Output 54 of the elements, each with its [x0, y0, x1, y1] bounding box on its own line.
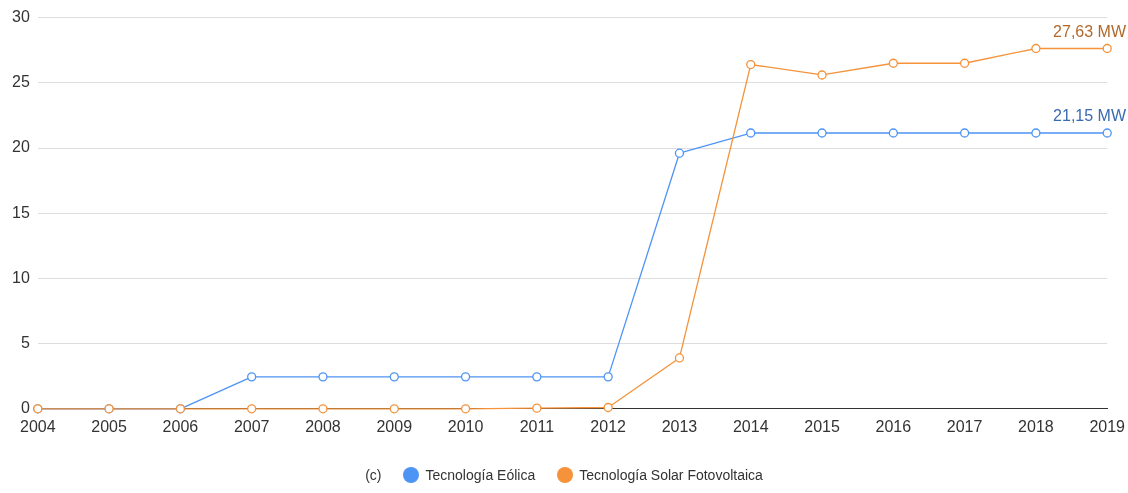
legend-label: Tecnología Solar Fotovoltaica — [579, 467, 763, 483]
x-tick-label: 2010 — [447, 417, 484, 435]
x-tick-label: 2015 — [804, 417, 840, 435]
x-tick-label: 2006 — [162, 417, 199, 435]
point — [746, 128, 756, 138]
point — [888, 128, 898, 138]
y-tick-label: 25 — [12, 73, 30, 91]
x-tick-label: 2018 — [1018, 417, 1054, 435]
point — [532, 403, 542, 413]
point — [318, 404, 328, 414]
x-tick-label: 2019 — [1089, 417, 1126, 435]
point — [318, 372, 328, 382]
x-tick-label: 2007 — [233, 417, 270, 435]
point — [460, 404, 471, 414]
point — [674, 148, 685, 158]
point — [959, 128, 970, 138]
point — [888, 58, 898, 68]
x-tick-label: 2004 — [20, 417, 56, 435]
x-tick-label: 2005 — [91, 417, 127, 435]
point — [1102, 128, 1112, 138]
x-tick-label: 2011 — [519, 417, 555, 435]
point — [817, 128, 827, 138]
point — [603, 402, 613, 413]
legend-label: Tecnología Eólica — [425, 467, 536, 483]
point — [247, 372, 257, 382]
x-tick-label: 2016 — [875, 417, 912, 435]
x-tick-label: 2017 — [946, 417, 983, 435]
x-tick-label: 2013 — [661, 417, 698, 435]
y-tick-label: 0 — [20, 399, 30, 417]
point — [1031, 43, 1041, 54]
y-tick-label: 10 — [12, 268, 30, 286]
point — [532, 372, 542, 382]
point — [389, 372, 399, 382]
y-tick-label: 30 — [12, 8, 30, 26]
x-tick-label: 2012 — [590, 417, 627, 435]
point — [674, 353, 685, 363]
annotation: 21,15 MW — [1053, 107, 1127, 125]
point — [746, 59, 756, 70]
x-tick-label: 2009 — [376, 417, 413, 435]
point — [389, 404, 399, 414]
point — [1102, 43, 1112, 54]
y-tick-label: 20 — [12, 138, 30, 156]
x-tick-label: 2008 — [305, 417, 341, 435]
point — [959, 58, 970, 68]
annotation: 27,63 MW — [1053, 22, 1127, 40]
point — [817, 70, 827, 80]
point — [603, 372, 613, 382]
point — [247, 404, 257, 414]
text: (c) — [365, 467, 382, 483]
y-tick-label: 5 — [20, 334, 30, 352]
x-tick-label: 2014 — [732, 417, 769, 435]
point — [1031, 128, 1041, 138]
point — [460, 372, 471, 382]
y-tick-label: 15 — [12, 203, 30, 221]
